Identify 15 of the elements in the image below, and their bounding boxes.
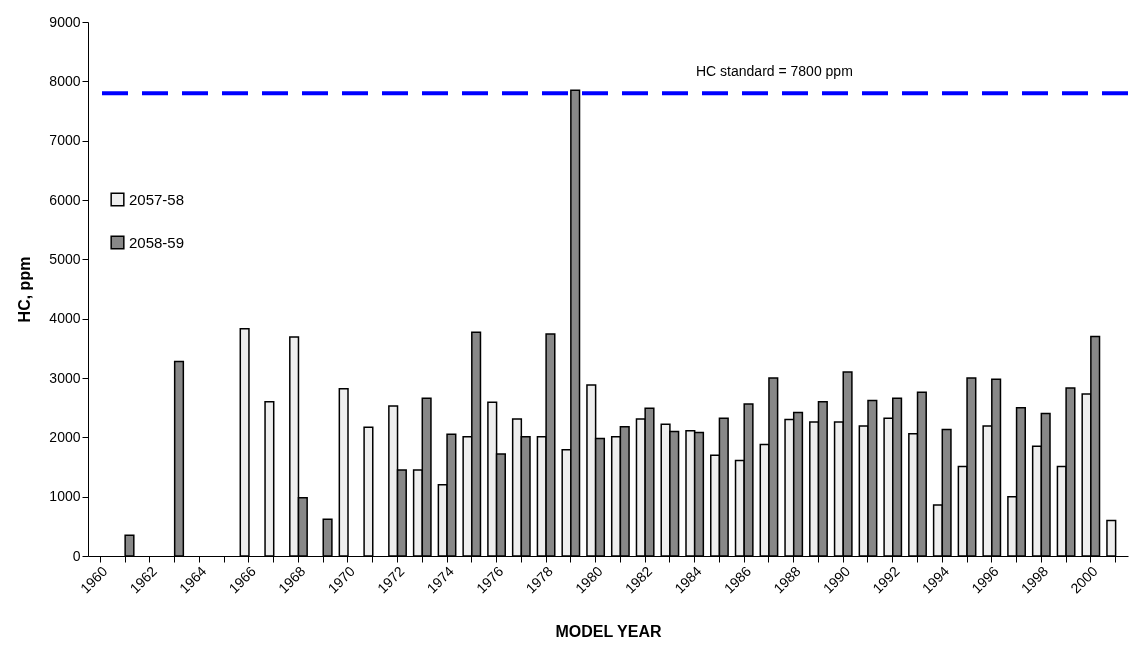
legend-label: 2057-58 <box>129 190 185 208</box>
x-axis-title: MODEL YEAR <box>555 623 662 641</box>
y-tick-label: 6000 <box>49 191 81 208</box>
y-tick-label: 1000 <box>49 488 81 505</box>
y-tick-label: 0 <box>72 547 81 564</box>
y-axis-title: HC, ppm <box>16 256 34 323</box>
y-tick-label: 7000 <box>49 132 81 149</box>
y-tick-label: 2000 <box>49 428 81 445</box>
y-tick-label: 4000 <box>49 310 81 327</box>
ref-line-label: HC standard = 7800 ppm <box>695 63 853 80</box>
y-tick-label: 9000 <box>49 13 81 30</box>
y-tick-label: 8000 <box>49 72 81 89</box>
y-tick-label: 5000 <box>49 250 81 267</box>
legend-label: 2058-59 <box>129 233 185 251</box>
y-tick-label: 3000 <box>49 369 81 386</box>
